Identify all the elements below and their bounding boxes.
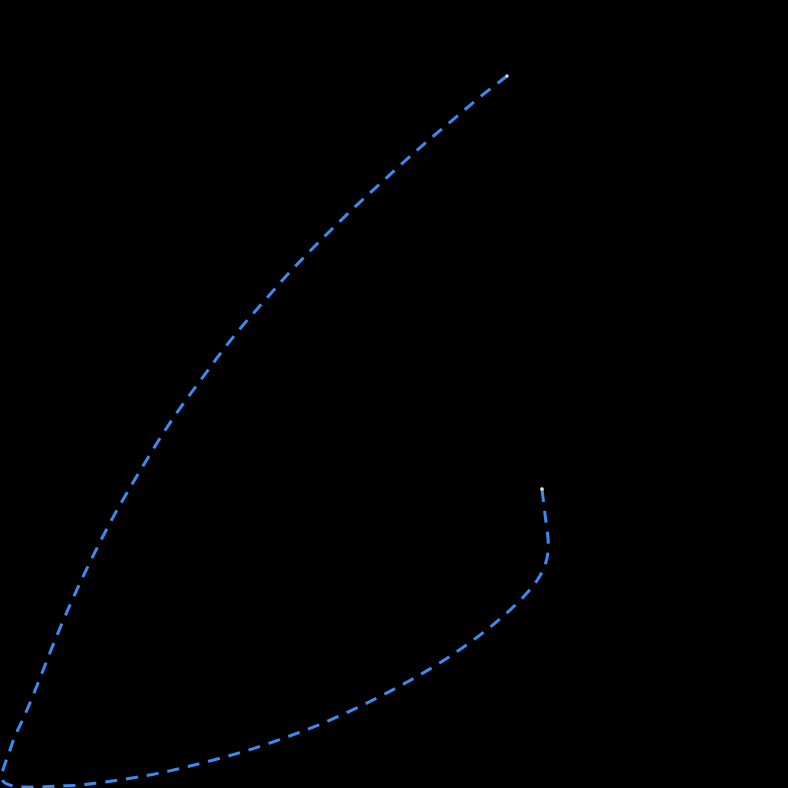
endpoint-layer	[505, 74, 544, 491]
dashed-curve-path	[0, 74, 550, 788]
lower-endpoint-marker	[540, 487, 544, 491]
series-layer	[0, 74, 550, 788]
upper-endpoint-marker	[505, 74, 509, 78]
